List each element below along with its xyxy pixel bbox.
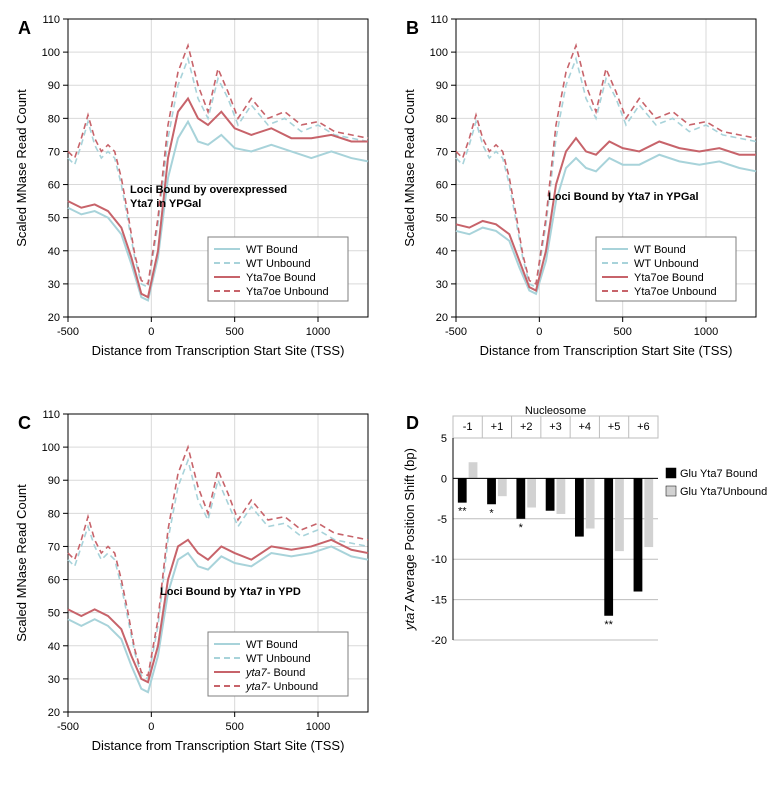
svg-text:500: 500 xyxy=(613,326,631,338)
svg-text:500: 500 xyxy=(225,326,243,338)
svg-text:WT Unbound: WT Unbound xyxy=(246,258,311,270)
svg-text:+2: +2 xyxy=(520,421,533,433)
svg-text:0: 0 xyxy=(148,326,154,338)
svg-text:Glu Yta7 Bound: Glu Yta7 Bound xyxy=(680,468,757,480)
svg-text:110: 110 xyxy=(430,14,448,26)
svg-text:110: 110 xyxy=(42,14,60,26)
svg-text:Loci Bound by overexpressed: Loci Bound by overexpressed xyxy=(130,184,287,196)
svg-text:Scaled MNase Read Count: Scaled MNase Read Count xyxy=(14,484,29,642)
svg-text:80: 80 xyxy=(48,508,60,520)
svg-text:30: 30 xyxy=(48,674,60,686)
svg-text:110: 110 xyxy=(42,409,60,421)
svg-text:500: 500 xyxy=(225,721,243,733)
svg-text:60: 60 xyxy=(436,180,448,192)
svg-text:+5: +5 xyxy=(608,421,621,433)
svg-text:WT Unbound: WT Unbound xyxy=(634,258,699,270)
svg-text:*: * xyxy=(489,507,494,519)
svg-text:20: 20 xyxy=(48,312,60,324)
svg-text:50: 50 xyxy=(48,608,60,620)
svg-text:Distance from Transcription St: Distance from Transcription Start Site (… xyxy=(480,343,733,358)
svg-text:100: 100 xyxy=(42,442,60,454)
svg-text:1000: 1000 xyxy=(306,326,330,338)
svg-text:Scaled MNase Read Count: Scaled MNase Read Count xyxy=(402,89,417,247)
svg-text:90: 90 xyxy=(436,80,448,92)
svg-text:70: 70 xyxy=(48,146,60,158)
svg-text:WT Bound: WT Bound xyxy=(634,244,686,256)
svg-text:0: 0 xyxy=(536,326,542,338)
svg-text:40: 40 xyxy=(48,641,60,653)
svg-text:WT Bound: WT Bound xyxy=(246,244,298,256)
svg-text:70: 70 xyxy=(436,146,448,158)
svg-text:Yta7 in YPGal: Yta7 in YPGal xyxy=(130,198,201,210)
svg-text:90: 90 xyxy=(48,80,60,92)
svg-text:50: 50 xyxy=(436,213,448,225)
svg-text:70: 70 xyxy=(48,541,60,553)
svg-text:Glu Yta7Unbound: Glu Yta7Unbound xyxy=(680,486,767,498)
svg-text:yta7- Bound: yta7- Bound xyxy=(245,667,305,679)
svg-text:0: 0 xyxy=(441,473,447,485)
svg-text:yta7- Unbound: yta7- Unbound xyxy=(245,681,318,693)
svg-text:Yta7oe Bound: Yta7oe Bound xyxy=(246,272,316,284)
svg-text:100: 100 xyxy=(430,47,448,59)
svg-text:Yta7oe Unbound: Yta7oe Unbound xyxy=(246,286,329,298)
svg-text:-1: -1 xyxy=(463,421,473,433)
svg-text:Loci Bound by Yta7 in YPD: Loci Bound by Yta7 in YPD xyxy=(160,586,301,598)
svg-text:5: 5 xyxy=(441,433,447,445)
svg-text:**: ** xyxy=(604,619,613,631)
svg-text:yta7 Average Position Shift (b: yta7 Average Position Shift (bp) xyxy=(402,448,417,631)
svg-text:+6: +6 xyxy=(637,421,650,433)
svg-text:+3: +3 xyxy=(549,421,562,433)
svg-text:60: 60 xyxy=(48,180,60,192)
svg-text:30: 30 xyxy=(436,279,448,291)
svg-text:-5: -5 xyxy=(437,514,447,526)
svg-text:60: 60 xyxy=(48,575,60,587)
svg-text:-500: -500 xyxy=(57,721,79,733)
svg-text:-20: -20 xyxy=(431,635,447,647)
svg-text:30: 30 xyxy=(48,279,60,291)
svg-text:-15: -15 xyxy=(431,595,447,607)
svg-text:80: 80 xyxy=(48,113,60,125)
svg-text:Distance from Transcription St: Distance from Transcription Start Site (… xyxy=(92,738,345,753)
svg-text:40: 40 xyxy=(48,246,60,258)
svg-text:-500: -500 xyxy=(57,326,79,338)
svg-text:20: 20 xyxy=(436,312,448,324)
svg-text:100: 100 xyxy=(42,47,60,59)
svg-text:0: 0 xyxy=(148,721,154,733)
svg-text:*: * xyxy=(519,522,524,534)
panel-D: 50-5-10-15-20Nucleosome-1+1+2+3+4+5+6***… xyxy=(398,400,768,650)
svg-text:Scaled MNase Read Count: Scaled MNase Read Count xyxy=(14,89,29,247)
panel-C: 20 30 40 50 60 70 80 90 100 110 -500 0 500 1000 Distan… xyxy=(10,400,380,760)
svg-text:Loci Bound by Yta7 in YPGal: Loci Bound by Yta7 in YPGal xyxy=(548,191,699,203)
svg-text:40: 40 xyxy=(436,246,448,258)
svg-text:Distance from Transcription St: Distance from Transcription Start Site (… xyxy=(92,343,345,358)
svg-text:Nucleosome: Nucleosome xyxy=(525,405,586,417)
svg-text:90: 90 xyxy=(48,475,60,487)
panel-A: 20 30 40 50 60 70 80 90 100 110 -500 0 500 1000 Distan… xyxy=(10,5,380,365)
figure: A B C D 2030405060708090100110-500050010… xyxy=(0,0,776,793)
svg-text:80: 80 xyxy=(436,113,448,125)
svg-text:50: 50 xyxy=(48,213,60,225)
svg-text:-500: -500 xyxy=(445,326,467,338)
panel-B: 20 30 40 50 60 70 80 90 100 110 -500 0 500 1000 Distan… xyxy=(398,5,768,365)
svg-text:Yta7oe Bound: Yta7oe Bound xyxy=(634,272,704,284)
svg-text:-10: -10 xyxy=(431,554,447,566)
svg-text:+4: +4 xyxy=(579,421,592,433)
svg-text:20: 20 xyxy=(48,707,60,719)
svg-text:WT Bound: WT Bound xyxy=(246,639,298,651)
svg-text:WT Unbound: WT Unbound xyxy=(246,653,311,665)
svg-text:+1: +1 xyxy=(491,421,504,433)
svg-text:1000: 1000 xyxy=(694,326,718,338)
svg-text:1000: 1000 xyxy=(306,721,330,733)
svg-text:**: ** xyxy=(458,506,467,518)
svg-text:Yta7oe Unbound: Yta7oe Unbound xyxy=(634,286,717,298)
